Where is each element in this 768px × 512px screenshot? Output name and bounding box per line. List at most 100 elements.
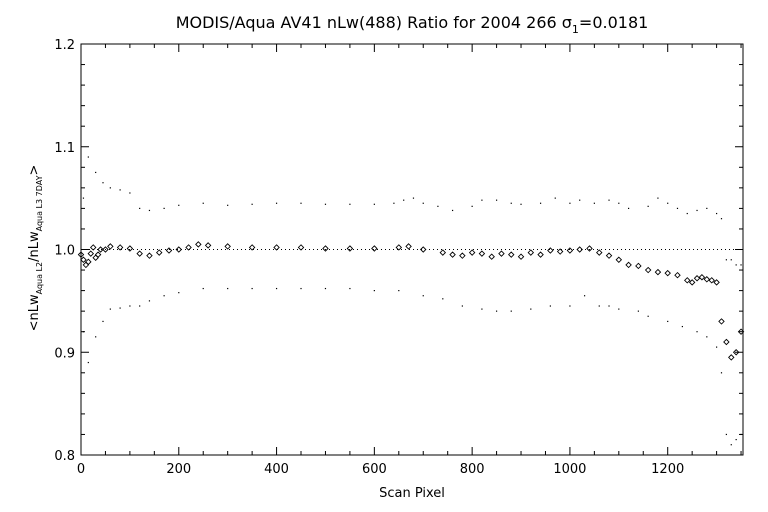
mean-point: [116, 244, 124, 251]
axis-ticks: 0 200 400 600 800 1000 1200 0.8 0.9 1.0 1.1 1.2: [54, 38, 743, 477]
mean-point: [698, 274, 706, 281]
sigma-point: [82, 197, 85, 199]
mean-point: [273, 244, 280, 251]
sigma-point: [148, 300, 151, 302]
x-tick-label: 800: [460, 462, 485, 477]
mean-point: [85, 258, 92, 266]
mean-point: [674, 271, 681, 279]
mean-point: [449, 251, 456, 258]
mean-point: [708, 277, 715, 284]
sigma-point: [139, 305, 141, 307]
sigma-point: [627, 207, 630, 209]
mean-point: [693, 275, 701, 282]
plot-marks: [77, 156, 745, 446]
sigma-point: [227, 287, 229, 290]
sigma-point: [412, 197, 415, 199]
sigma-point: [349, 287, 351, 290]
x-tick-label: 1000: [553, 462, 586, 477]
sigma-point: [579, 199, 581, 201]
sigma-point: [725, 433, 727, 436]
mean-point: [605, 252, 613, 259]
mean-point: [97, 246, 104, 253]
mean-point: [586, 245, 593, 252]
sigma-point: [398, 290, 400, 292]
sigma-point: [324, 203, 327, 205]
mean-point: [146, 252, 153, 259]
mean-point: [713, 279, 720, 286]
mean-point: [478, 250, 486, 257]
mean-point: [644, 266, 652, 274]
sigma-point: [202, 287, 204, 290]
sigma-point: [324, 287, 327, 290]
sigma-point: [539, 202, 542, 204]
sigma-point: [593, 202, 595, 204]
sigma-point: [686, 212, 688, 215]
sigma-point: [422, 295, 424, 297]
sigma-point: [148, 209, 151, 212]
mean-point: [195, 241, 202, 248]
sigma-point: [451, 209, 454, 212]
sigma-point: [549, 305, 551, 307]
sigma-point: [109, 187, 111, 189]
sigma-point: [163, 207, 165, 209]
mean-point: [635, 262, 642, 270]
sigma-point: [725, 259, 727, 261]
sigma-point: [495, 310, 498, 312]
x-tick-label: 0: [77, 462, 85, 477]
sigma-point: [275, 202, 278, 204]
mean-point: [395, 244, 403, 251]
mean-point: [92, 254, 99, 261]
sigma-point: [373, 290, 375, 292]
chart-title-sub: 1: [572, 23, 579, 36]
x-tick-label: 600: [362, 462, 387, 477]
mean-point: [684, 277, 691, 284]
sigma-point: [608, 199, 610, 201]
mean-point: [248, 244, 256, 251]
mean-point: [664, 269, 671, 277]
sigma-point: [251, 203, 253, 205]
y-axis-label-a-sub: Aqua L2: [35, 262, 44, 294]
sigma-point: [393, 202, 395, 204]
mean-point: [498, 250, 505, 257]
mean-point: [371, 245, 378, 252]
sigma-point: [696, 331, 698, 333]
sigma-point: [657, 197, 659, 199]
mean-point: [517, 253, 525, 260]
mean-point: [439, 249, 447, 256]
mean-point: [82, 261, 90, 269]
mean-point: [175, 246, 183, 253]
series-lower-sigma: [82, 287, 742, 446]
y-tick-label: 1.1: [54, 141, 75, 156]
y-axis-label-c: >: [27, 165, 42, 176]
chart-title-tail: =0.0181: [579, 13, 648, 32]
sigma-point: [530, 308, 532, 310]
sigma-point: [95, 171, 97, 174]
mean-point: [718, 318, 725, 325]
x-axis-label: Scan Pixel: [379, 486, 445, 501]
sigma-point: [102, 182, 104, 184]
mean-point: [224, 243, 231, 250]
sigma-point: [510, 202, 512, 204]
mean-point: [488, 253, 495, 260]
sigma-point: [706, 207, 708, 209]
sigma-point: [87, 156, 89, 158]
chart-title-main: MODIS/Aqua AV41 nLw(488) Ratio for 2004 …: [176, 13, 572, 32]
mean-point: [102, 246, 109, 253]
y-axis-label-b: /nLw: [27, 231, 42, 262]
sigma-point: [495, 199, 498, 201]
mean-point: [204, 242, 212, 249]
y-tick-label: 1.2: [54, 38, 75, 53]
mean-point: [126, 245, 134, 252]
mean-point: [155, 249, 163, 256]
mean-point: [80, 256, 87, 264]
x-tick-label: 400: [264, 462, 289, 477]
sigma-point: [740, 264, 742, 266]
sigma-point: [618, 308, 620, 310]
sigma-point: [647, 315, 649, 317]
mean-point: [537, 251, 544, 258]
mean-point: [547, 247, 554, 254]
sigma-point: [637, 310, 639, 312]
y-axis-label-a: <nLw: [27, 294, 42, 331]
sigma-point: [569, 202, 571, 204]
